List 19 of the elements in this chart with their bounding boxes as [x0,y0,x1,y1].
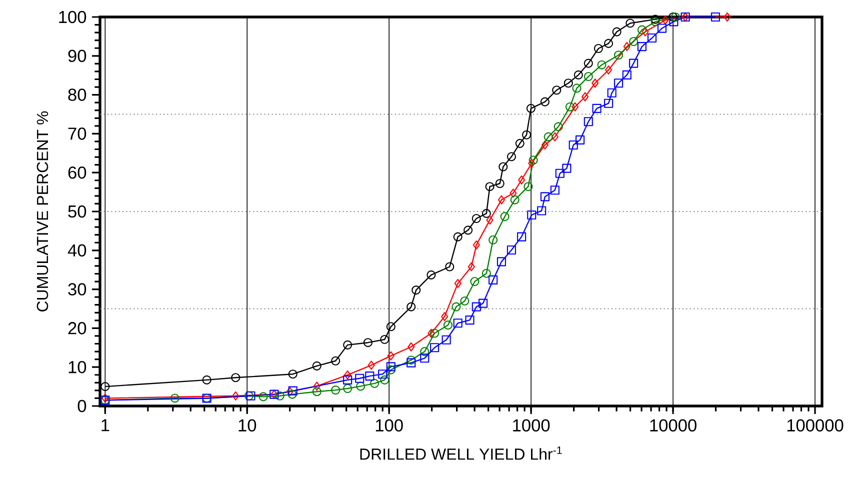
y-tick-label: 20 [68,322,86,334]
x-tick-label: 100000 [787,419,844,432]
y-tick-label: 60 [68,166,86,179]
y-tick-label: 100 [59,10,86,24]
x-tick-label: 1 [102,419,110,432]
x-tick-label: 100 [376,419,403,432]
x-tick-label: 10000 [650,419,696,432]
y-axis-title: CUMULATIVE PERCENT % [36,111,48,312]
x-axis-title: DRILLED WELL YIELD Lhr$^{-1}$ [360,446,562,460]
y-tick-label: 80 [68,88,86,101]
y-tick-label: 50 [68,205,86,218]
y-tick-label: 10 [68,360,86,374]
y-tick-label: 40 [68,244,86,257]
y-tick-label: 70 [68,128,86,140]
x-tick-label: 10 [238,419,256,432]
x-tick-label: 1000 [513,419,550,432]
y-tick-label: 90 [68,50,86,62]
y-tick-label: 0 [78,400,86,412]
y-tick-label: 30 [68,283,86,296]
